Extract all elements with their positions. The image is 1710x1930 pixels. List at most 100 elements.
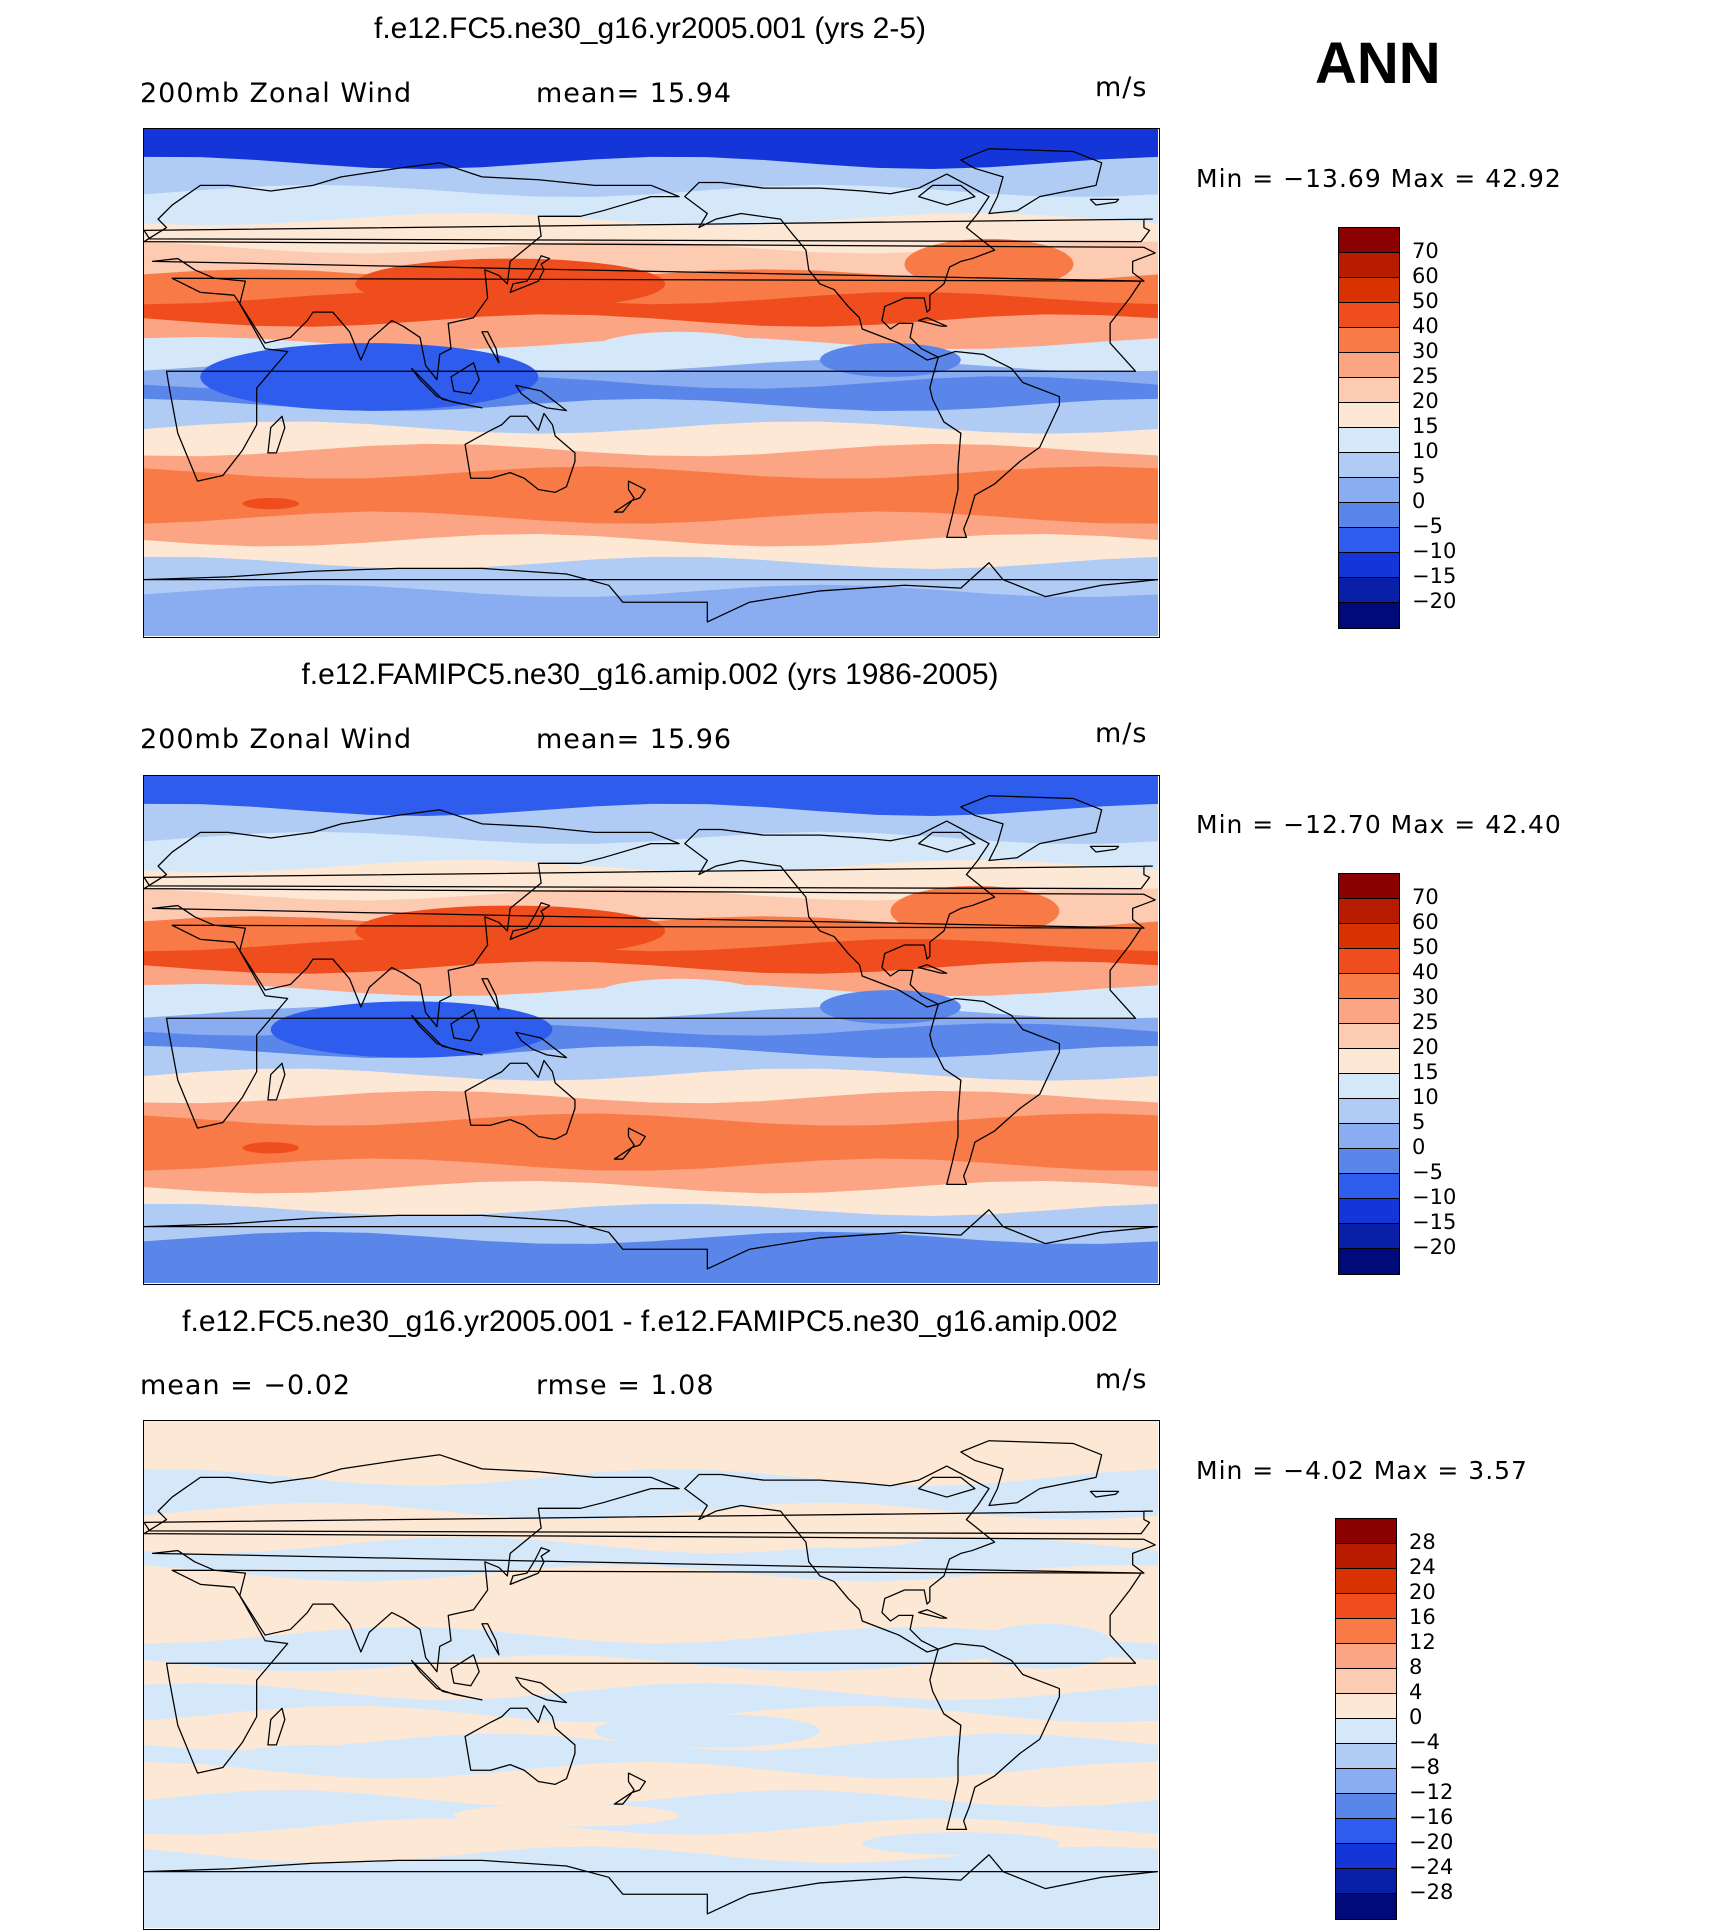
coastline-indonesia	[410, 367, 483, 409]
panel1-map	[143, 128, 1160, 638]
coastline-uk	[144, 865, 1154, 890]
contour-band	[144, 1421, 1158, 1486]
coastline-greenland	[960, 795, 1103, 862]
colorbar-swatch	[1339, 949, 1399, 974]
colorbar-swatch	[1339, 453, 1399, 478]
panel2-map-svg	[144, 776, 1158, 1283]
colorbar-swatch	[1336, 1794, 1396, 1819]
colorbar-swatch	[1339, 578, 1399, 603]
colorbar-swatch	[1336, 1719, 1396, 1744]
contour-band	[144, 1655, 1158, 1700]
panel2-units-label: m/s	[1095, 718, 1148, 749]
coastline-australia	[464, 412, 576, 493]
contour-anomaly	[200, 343, 539, 411]
coastline-iceland	[1089, 1490, 1120, 1498]
contour-anomaly	[228, 1744, 398, 1774]
colorbar-label: 28	[1409, 1530, 1436, 1554]
contour-band	[144, 511, 1158, 549]
panel2-map	[143, 775, 1160, 1285]
coastline-cuba	[917, 1609, 948, 1619]
colorbar-label: 25	[1412, 1010, 1439, 1034]
panel3-mean-label: mean = −0.02	[140, 1370, 352, 1401]
colorbar-label: −16	[1409, 1805, 1454, 1829]
coastline-greenland	[960, 1440, 1103, 1507]
colorbar-swatch	[1336, 1744, 1396, 1769]
coastline-namerica	[684, 820, 996, 1008]
coastline-cuba	[917, 317, 948, 327]
colorbar-label: −15	[1412, 1210, 1457, 1234]
panel3-rmse-label: rmse = 1.08	[536, 1370, 715, 1401]
colorbar-label: 40	[1412, 960, 1439, 984]
contour-band	[144, 1181, 1158, 1219]
colorbar-swatch	[1339, 403, 1399, 428]
contour-band	[144, 1564, 1158, 1616]
colorbar-label: −28	[1409, 1880, 1454, 1904]
coastline-namerica	[684, 173, 996, 361]
coastline-australia	[464, 1704, 576, 1785]
contour-band	[144, 584, 1158, 636]
colorbar-label: 25	[1412, 364, 1439, 388]
colorbar-swatch	[1339, 278, 1399, 303]
panel1-title: f.e12.FC5.ne30_g16.yr2005.001 (yrs 2-5)	[374, 12, 926, 45]
panel3-map-svg	[144, 1421, 1158, 1928]
colorbar-swatch	[1336, 1544, 1396, 1569]
colorbar-label: −20	[1409, 1830, 1454, 1854]
colorbar-label: 10	[1412, 1085, 1439, 1109]
panel3-title: f.e12.FC5.ne30_g16.yr2005.001 - f.e12.FA…	[182, 1305, 1118, 1338]
colorbar-label: 40	[1412, 314, 1439, 338]
colorbar-label: −4	[1409, 1730, 1440, 1754]
colorbar-label: 5	[1412, 464, 1426, 488]
colorbar-label: 70	[1412, 239, 1439, 263]
colorbar-label: 5	[1412, 1110, 1426, 1134]
contour-band	[144, 776, 1158, 819]
coastline-japan	[509, 255, 551, 294]
colorbar-swatch	[1336, 1769, 1396, 1794]
colorbar-swatch	[1339, 328, 1399, 353]
coastline-antarctica	[144, 1854, 1158, 1915]
colorbar-label: 30	[1412, 985, 1439, 1009]
coastline-philippines	[481, 978, 500, 1011]
colorbar-swatch	[1339, 528, 1399, 553]
colorbar-swatch	[1336, 1669, 1396, 1694]
colorbar-label: 12	[1409, 1630, 1436, 1654]
panel2-variable-label: 200mb Zonal Wind	[140, 724, 413, 755]
coastline-iceland	[1089, 198, 1120, 206]
panel2-title: f.e12.FAMIPC5.ne30_g16.amip.002 (yrs 198…	[301, 658, 999, 691]
colorbar-label: −10	[1412, 1185, 1457, 1209]
coastline-philippines	[481, 1623, 500, 1656]
coastline-uk	[144, 218, 1154, 243]
colorbar-label: 20	[1409, 1580, 1436, 1604]
contour-anomaly	[355, 1547, 497, 1576]
colorbar-label: 0	[1412, 489, 1426, 513]
contour-anomaly	[453, 1804, 680, 1827]
colorbar-label: −20	[1412, 1235, 1457, 1259]
colorbar-label: −15	[1412, 564, 1457, 588]
colorbar-swatch	[1339, 924, 1399, 949]
contour-anomaly	[594, 1713, 820, 1748]
panel1-units-label: m/s	[1095, 72, 1148, 103]
panel3-map	[143, 1420, 1160, 1930]
coastline-baffin	[917, 184, 976, 206]
coastline-eurasia	[144, 1454, 1156, 1673]
colorbar-label: 60	[1412, 910, 1439, 934]
colorbar-swatch	[1339, 253, 1399, 278]
colorbar-swatch	[1339, 1099, 1399, 1124]
coastline-namerica	[684, 1465, 996, 1653]
colorbar-label: 15	[1412, 414, 1439, 438]
colorbar-swatch	[1336, 1594, 1396, 1619]
contour-band	[144, 859, 1158, 903]
colorbar-label: −8	[1409, 1755, 1440, 1779]
coastline-samerica	[929, 350, 1061, 539]
coastline-indonesia	[410, 1659, 483, 1701]
coastline-cuba	[917, 964, 948, 974]
colorbar-label: −12	[1409, 1780, 1454, 1804]
coastline-madagascar	[267, 1707, 286, 1746]
colorbar-swatch	[1339, 1124, 1399, 1149]
panel1-mean-label: mean= 15.94	[536, 78, 733, 109]
coastline-uk	[144, 1510, 1154, 1535]
coastline-samerica	[929, 1642, 1061, 1831]
panel2-colorbar	[1338, 873, 1400, 1275]
colorbar-label: 30	[1412, 339, 1439, 363]
coastline-antarctica	[144, 1209, 1158, 1270]
coastline-newguinea	[515, 1031, 568, 1059]
